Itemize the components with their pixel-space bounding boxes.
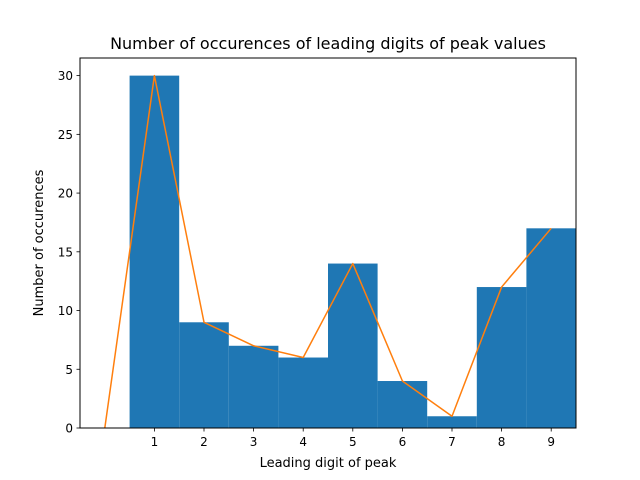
y-tick-label: 25 <box>58 128 73 142</box>
x-tick-label: 7 <box>448 435 456 449</box>
x-tick-label: 8 <box>498 435 506 449</box>
y-tick-label: 30 <box>58 69 73 83</box>
bar-7 <box>427 416 477 428</box>
bar-1 <box>129 75 180 428</box>
y-tick-label: 15 <box>58 245 73 259</box>
x-tick-label: 6 <box>399 435 407 449</box>
x-tick-label: 2 <box>200 435 208 449</box>
y-tick-label: 0 <box>65 422 73 436</box>
x-tick-label: 9 <box>547 435 555 449</box>
bar-6 <box>377 381 428 428</box>
plot-frame <box>79 57 577 429</box>
x-tick-label: 1 <box>151 435 159 449</box>
bar-4 <box>278 357 328 428</box>
y-axis-label: Number of occurences <box>32 169 47 316</box>
line-group <box>104 74 552 429</box>
series-line <box>104 74 552 429</box>
x-tick-label: 5 <box>349 435 357 449</box>
x-tick-label: 3 <box>250 435 258 449</box>
bar-2 <box>179 322 229 428</box>
x-axis-label: Leading digit of peak <box>260 456 397 471</box>
bar-9 <box>526 228 576 428</box>
chart-title: Number of occurences of leading digits o… <box>110 34 546 53</box>
bars-group <box>129 75 576 428</box>
y-axis-ticks: 0 5 10 15 20 25 30 <box>58 69 80 436</box>
bar-5 <box>328 263 378 428</box>
x-axis-ticks: 1 2 3 4 5 6 7 8 9 <box>151 428 555 449</box>
bar-8 <box>476 287 527 428</box>
x-tick-label: 4 <box>299 435 307 449</box>
bar-3 <box>228 345 279 428</box>
y-tick-label: 10 <box>58 304 73 318</box>
y-tick-label: 20 <box>58 187 73 201</box>
y-tick-label: 5 <box>65 363 73 377</box>
